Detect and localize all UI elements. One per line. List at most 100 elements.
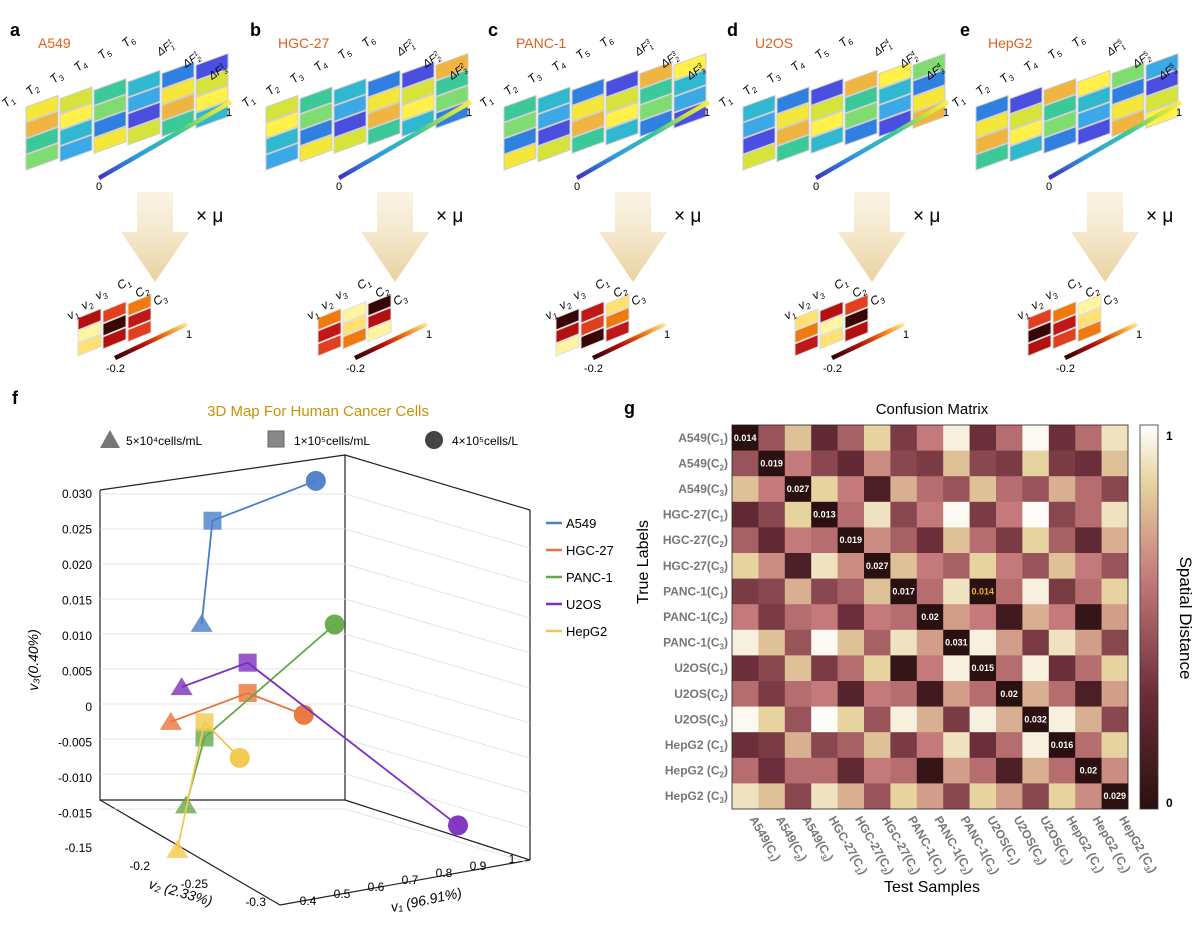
data-point-cube <box>203 511 222 530</box>
multiplier-label: × μ <box>913 206 940 227</box>
proj-col-label: C1 <box>832 274 851 294</box>
cm-cell <box>969 681 997 707</box>
cm-cell <box>969 629 997 656</box>
heatmap-cell <box>503 94 537 123</box>
top-colorbar-max: 1 <box>704 107 710 119</box>
cm-cell <box>837 681 865 707</box>
heatmap-cell <box>810 110 844 139</box>
heatmap-cell <box>810 78 844 107</box>
heatmap-cell <box>333 126 367 155</box>
cm-cell <box>943 578 970 605</box>
cm-cell <box>969 501 997 528</box>
cm-cell <box>1101 476 1129 503</box>
cm-row-label: U2OS(C1) <box>674 661 728 677</box>
heatmap-cell <box>844 101 878 130</box>
cm-cell <box>969 783 997 810</box>
cm-y-axis-label: True Labels <box>635 520 652 604</box>
cm-colorbar-tick-top: 1 <box>1166 429 1173 443</box>
heatmap-cell <box>25 110 59 139</box>
x-tick-label: 1 <box>509 852 516 866</box>
cm-cell <box>1048 783 1076 810</box>
box-edge <box>344 454 531 511</box>
cube-icon <box>267 430 285 448</box>
cm-cell <box>890 450 918 477</box>
heatmap-cell <box>333 78 367 107</box>
data-point-cube <box>238 653 257 672</box>
heatmap-cell <box>673 52 707 81</box>
cm-cell <box>916 706 944 733</box>
data-point-pyramid <box>175 795 197 814</box>
data-point-sphere <box>293 704 314 725</box>
data-point-pyramid <box>170 677 193 696</box>
heatmap-cell <box>1145 68 1179 97</box>
cm-cell <box>890 706 918 733</box>
chart-title-3d-map: 3D Map For Human Cancer Cells <box>207 403 429 420</box>
top-colorbar-max: 1 <box>226 107 232 119</box>
cm-cell <box>916 578 944 605</box>
cm-cell <box>996 706 1023 733</box>
cm-cell <box>784 501 812 528</box>
cell-line-label: HGC-27 <box>278 35 330 51</box>
x-tick-label: 0.5 <box>334 887 351 901</box>
z-tick-label: -0.015 <box>58 807 92 821</box>
col-label: ΔF51 <box>1104 38 1128 60</box>
heatmap-cell <box>93 110 127 139</box>
heatmap-cell <box>1043 126 1077 155</box>
cell-line-label: A549 <box>38 35 71 51</box>
cm-cell <box>837 527 865 554</box>
cm-cell <box>732 450 759 477</box>
multiplier-label: × μ <box>196 206 223 227</box>
x-axis-label: v₁ (96.91%) <box>389 884 463 915</box>
heatmap-cell <box>25 126 59 155</box>
cm-cell <box>890 425 918 451</box>
pyramid-icon <box>100 430 120 448</box>
cm-cell <box>1048 527 1076 554</box>
bottom-colorbar-max: 1 <box>1136 329 1142 341</box>
axes-frame <box>99 454 346 801</box>
cm-cell <box>837 783 865 810</box>
y-axis-line <box>99 799 281 906</box>
heatmap-cell <box>93 94 127 123</box>
z-tick-label: 0.015 <box>62 594 92 608</box>
cm-cell <box>732 655 759 682</box>
projection-cell <box>317 334 342 357</box>
heatmap-cell <box>401 93 435 122</box>
row-label: T3 <box>997 68 1017 88</box>
data-point-cube <box>195 713 214 732</box>
heatmap-cell <box>333 110 367 139</box>
projection-cell <box>1077 319 1102 343</box>
heatmap-cell <box>299 118 333 147</box>
cm-cell <box>784 783 812 810</box>
heatmap-cell <box>639 93 673 122</box>
proj-row-label: v3 <box>333 285 351 304</box>
projection-cell <box>555 321 580 344</box>
cm-diag-value: 0.027 <box>866 561 889 571</box>
cm-cell <box>916 783 944 810</box>
heatmap-cell <box>1043 110 1077 139</box>
cm-row-label: HepG2 (C3) <box>665 789 728 805</box>
heatmap-cell <box>639 61 673 90</box>
heatmap-cell <box>571 126 605 155</box>
panel-letter-b: b <box>250 20 261 40</box>
cm-diag-value: 0.031 <box>945 638 968 648</box>
projection-cell <box>555 308 580 331</box>
projection-cell <box>367 306 392 330</box>
multiplier-label: × μ <box>674 206 701 227</box>
cm-cell <box>1075 783 1102 810</box>
heatmap-cell <box>810 94 844 123</box>
proj-row-label: v3 <box>571 285 589 304</box>
cm-cell <box>969 706 997 733</box>
cm-cell <box>916 476 944 503</box>
cm-cell <box>864 527 891 554</box>
cm-cell <box>864 757 891 784</box>
cm-cell <box>890 629 918 656</box>
heatmap-cell <box>742 94 776 123</box>
cm-cell <box>1022 783 1050 810</box>
projection-cell <box>1052 313 1077 337</box>
cm-cell <box>837 450 865 477</box>
cm-cell <box>1048 757 1076 784</box>
proj-col-label: C1 <box>355 274 374 294</box>
cm-row-label: PANC-1(C3) <box>663 636 728 652</box>
heatmap-cell <box>742 142 776 171</box>
